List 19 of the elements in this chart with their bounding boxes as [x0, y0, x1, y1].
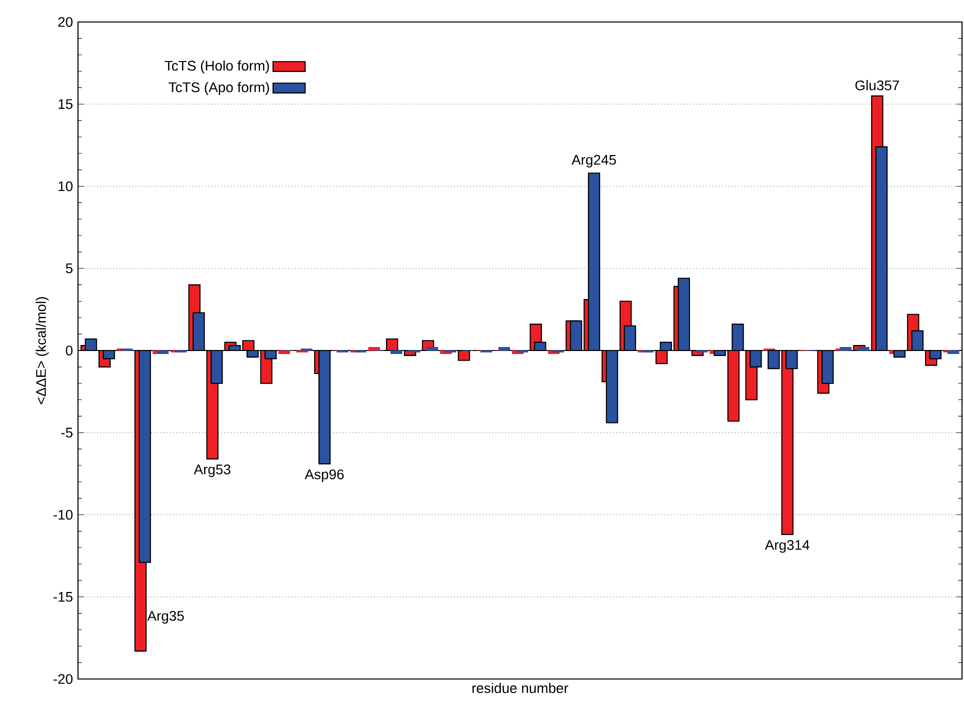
x-axis-title: residue number — [472, 682, 568, 694]
annotation: Arg314 — [764, 540, 810, 553]
y-tick-label: 20 — [58, 17, 73, 27]
y-axis-title: <ΔΔE> (kcal/mol) — [36, 297, 49, 404]
annotation: Arg35 — [147, 610, 184, 624]
annotation: Arg245 — [572, 154, 616, 168]
y-tick-label: -5 — [61, 428, 72, 438]
y-tick-label: 10 — [58, 181, 73, 192]
y-tick-label: 0 — [66, 346, 73, 356]
y-tick-label: 5 — [66, 264, 72, 274]
legend-label: TcTS (Holo form) — [164, 60, 269, 74]
y-tick-label: -20 — [54, 674, 73, 684]
y-tick-label: -15 — [54, 592, 72, 602]
annotation: Arg53 — [194, 464, 230, 478]
y-tick-label: -10 — [54, 510, 73, 520]
legend-label: TcTS (Apo form) — [168, 82, 269, 95]
annotation: Glu357 — [855, 80, 899, 90]
y-tick-label: 15 — [58, 99, 72, 109]
annotation: Asp96 — [304, 469, 344, 482]
